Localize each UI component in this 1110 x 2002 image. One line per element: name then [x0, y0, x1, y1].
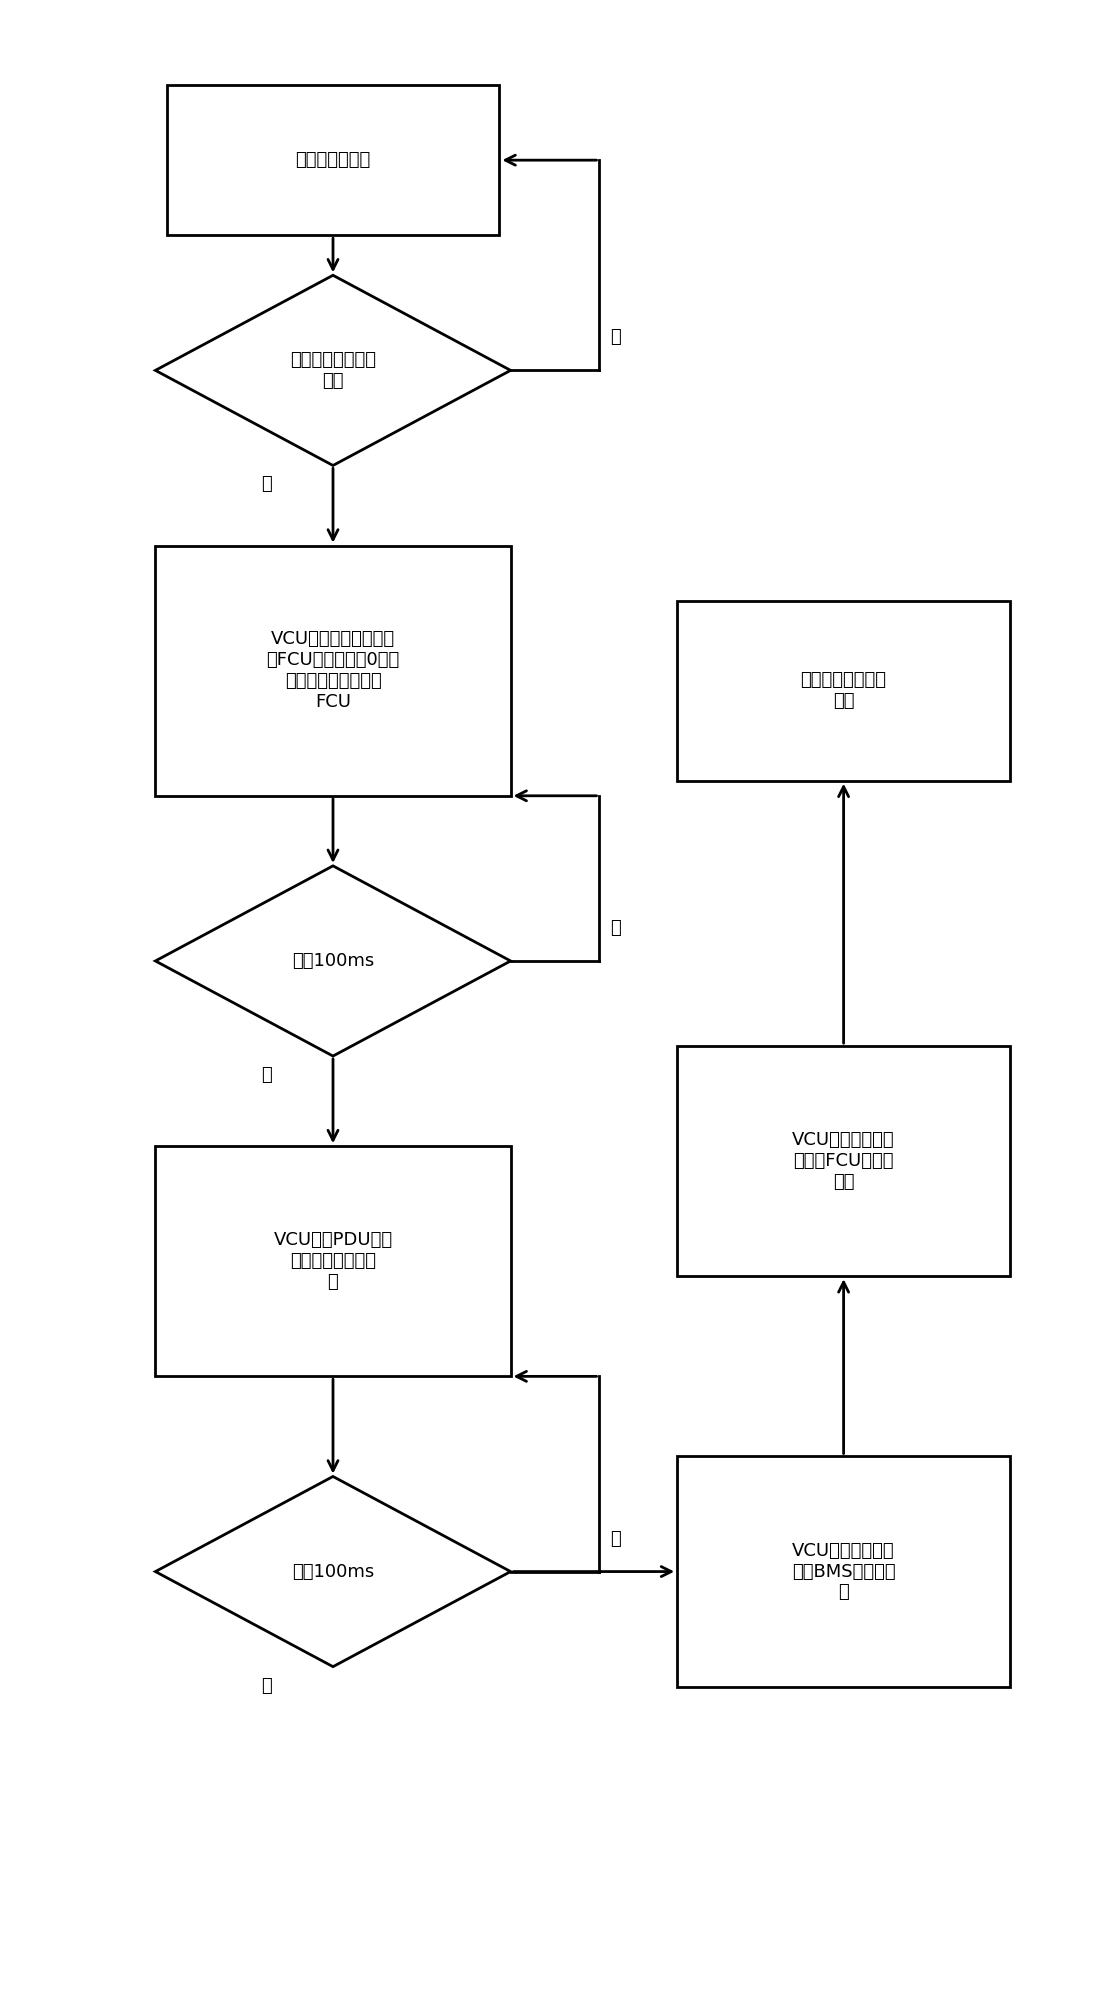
Text: 计时100ms: 计时100ms: [292, 953, 374, 969]
Text: VCU控制动力电池
系统BMS接触器断
开: VCU控制动力电池 系统BMS接触器断 开: [791, 1542, 896, 1602]
Text: VCU控制氢燃料电
池系统FCU接触器
断开: VCU控制氢燃料电 池系统FCU接触器 断开: [793, 1131, 895, 1191]
Bar: [155, 1145, 511, 1377]
Bar: [155, 545, 511, 795]
Text: VCU控制PDU高压
配电系统接触器断
开: VCU控制PDU高压 配电系统接触器断 开: [273, 1231, 393, 1291]
Text: 否: 否: [610, 328, 622, 346]
Text: 是: 是: [261, 1065, 272, 1083]
Text: 计时100ms: 计时100ms: [292, 1564, 374, 1580]
Bar: [677, 1457, 1010, 1686]
Polygon shape: [155, 865, 511, 1057]
Text: 整车高压状态下: 整车高压状态下: [295, 152, 371, 168]
Text: 是: 是: [261, 1678, 272, 1694]
Text: VCU发送氢燃料电池系
统FCU输出功率为0，并
关闭氢燃料电池系统
FCU: VCU发送氢燃料电池系 统FCU输出功率为0，并 关闭氢燃料电池系统 FCU: [266, 631, 400, 711]
Text: 是: 是: [261, 476, 272, 492]
Bar: [166, 84, 500, 234]
Text: 进入电机失控处理
模式: 进入电机失控处理 模式: [290, 350, 376, 390]
Bar: [677, 601, 1010, 781]
Polygon shape: [155, 276, 511, 466]
Polygon shape: [155, 1477, 511, 1666]
Text: 完成电机失控模式
控制: 完成电机失控模式 控制: [800, 671, 887, 711]
Bar: [677, 1045, 1010, 1277]
Text: 否: 否: [610, 1530, 622, 1548]
Text: 否: 否: [610, 919, 622, 937]
